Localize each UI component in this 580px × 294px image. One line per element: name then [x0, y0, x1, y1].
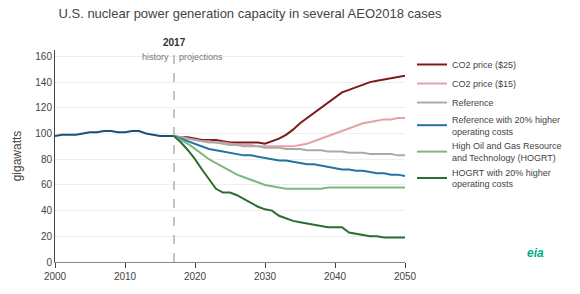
svg-text:100: 100 [35, 128, 52, 139]
svg-text:projections: projections [179, 52, 223, 62]
svg-text:gigawatts: gigawatts [10, 131, 24, 182]
svg-text:Reference: Reference [452, 98, 494, 108]
svg-text:CO2 price ($25): CO2 price ($25) [452, 60, 516, 70]
svg-text:High Oil and Gas Resourceand T: High Oil and Gas Resourceand Technology … [452, 141, 562, 163]
svg-text:CO2 price ($15): CO2 price ($15) [452, 79, 516, 89]
svg-text:history: history [142, 52, 169, 62]
svg-text:20: 20 [41, 231, 53, 242]
svg-text:120: 120 [35, 102, 52, 113]
svg-text:2040: 2040 [324, 271, 347, 282]
svg-text:eia: eia [527, 246, 544, 260]
svg-text:2050: 2050 [394, 271, 417, 282]
svg-text:U.S. nuclear power generation: U.S. nuclear power generation capacity i… [59, 6, 442, 21]
svg-text:140: 140 [35, 77, 52, 88]
svg-text:2010: 2010 [114, 271, 137, 282]
svg-text:40: 40 [41, 205, 53, 216]
svg-text:60: 60 [41, 179, 53, 190]
svg-text:160: 160 [35, 51, 52, 62]
svg-text:2020: 2020 [184, 271, 207, 282]
svg-text:HOGRT with 20% higheroperating: HOGRT with 20% higheroperating costs [452, 168, 551, 190]
svg-text:2000: 2000 [44, 271, 67, 282]
svg-text:80: 80 [41, 154, 53, 165]
svg-text:2017: 2017 [163, 37, 186, 48]
svg-text:Reference with 20% higheropera: Reference with 20% higheroperating costs [452, 115, 560, 137]
svg-text:2030: 2030 [254, 271, 277, 282]
svg-text:0: 0 [46, 257, 52, 268]
